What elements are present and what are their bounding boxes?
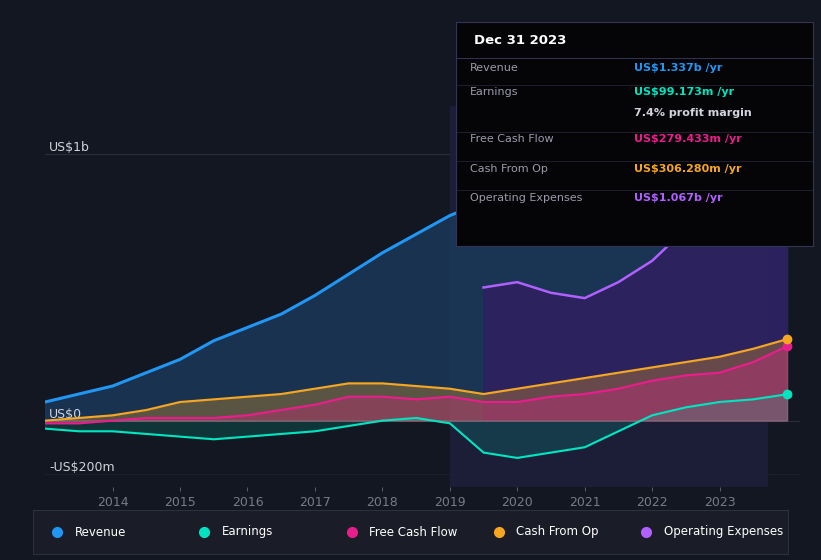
Text: US$279.433m /yr: US$279.433m /yr xyxy=(635,134,742,144)
Text: Free Cash Flow: Free Cash Flow xyxy=(470,134,553,144)
Text: Earnings: Earnings xyxy=(470,87,518,97)
Text: Operating Expenses: Operating Expenses xyxy=(663,525,782,539)
Text: 7.4% profit margin: 7.4% profit margin xyxy=(635,108,752,118)
Text: -US$200m: -US$200m xyxy=(49,461,115,474)
Text: US$1.337b /yr: US$1.337b /yr xyxy=(635,63,722,73)
Text: Cash From Op: Cash From Op xyxy=(516,525,599,539)
Text: Cash From Op: Cash From Op xyxy=(470,164,548,174)
Text: Revenue: Revenue xyxy=(75,525,126,539)
Text: Revenue: Revenue xyxy=(470,63,519,73)
Text: US$99.173m /yr: US$99.173m /yr xyxy=(635,87,734,97)
Text: Dec 31 2023: Dec 31 2023 xyxy=(474,34,566,46)
Text: Earnings: Earnings xyxy=(222,525,273,539)
Text: Operating Expenses: Operating Expenses xyxy=(470,193,582,203)
Text: US$1b: US$1b xyxy=(49,141,89,155)
Text: US$306.280m /yr: US$306.280m /yr xyxy=(635,164,741,174)
Text: Free Cash Flow: Free Cash Flow xyxy=(369,525,457,539)
Text: US$0: US$0 xyxy=(49,408,82,421)
Bar xyxy=(450,106,767,487)
Text: US$1.067b /yr: US$1.067b /yr xyxy=(635,193,722,203)
